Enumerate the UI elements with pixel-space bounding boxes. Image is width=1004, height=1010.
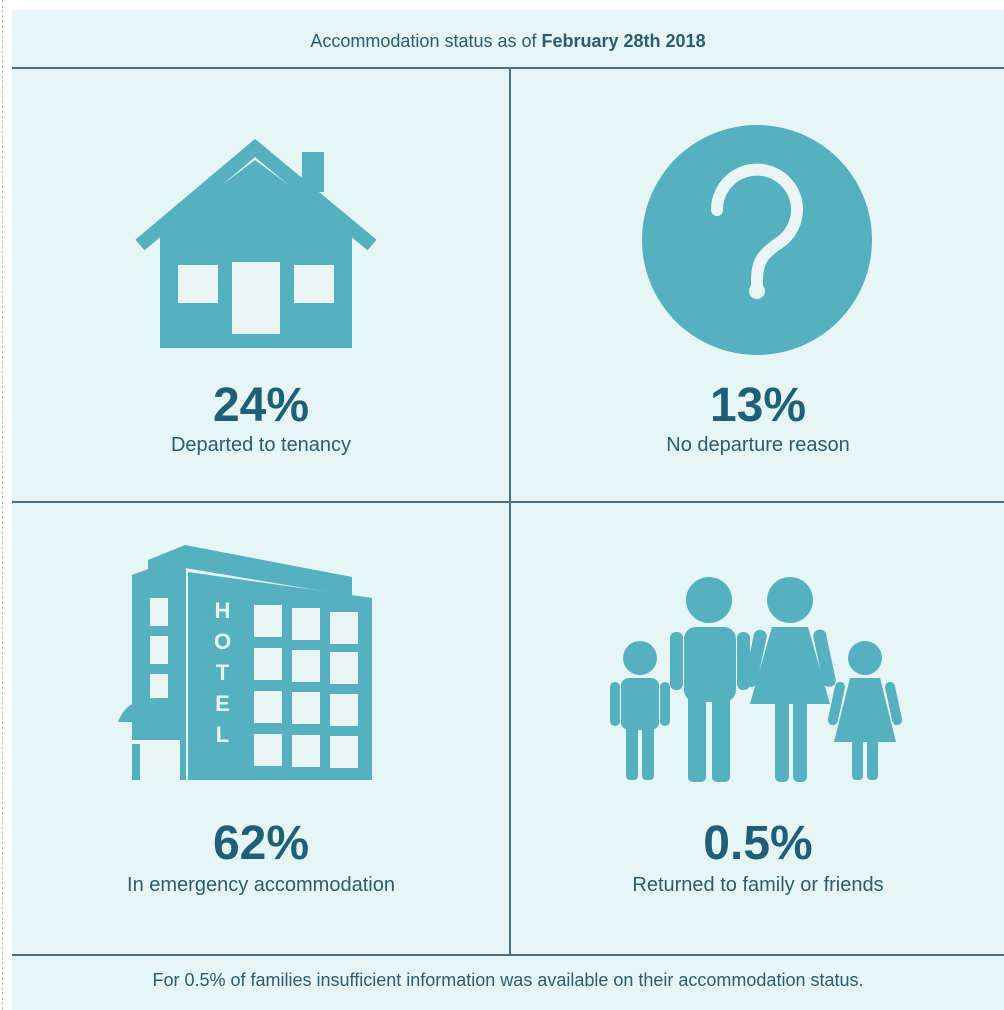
divider bbox=[12, 67, 1004, 69]
header-prefix: Accommodation status as of bbox=[310, 31, 537, 51]
dashed-border bbox=[2, 0, 3, 1010]
question-icon bbox=[642, 125, 872, 355]
family-icon bbox=[610, 577, 903, 782]
header-date: February 28th 2018 bbox=[541, 31, 706, 51]
label: No departure reason bbox=[666, 434, 850, 456]
percent: 13% bbox=[709, 379, 807, 432]
percent: 62% bbox=[212, 817, 310, 870]
divider bbox=[12, 501, 1004, 503]
label: In emergency accommodation bbox=[127, 874, 395, 896]
hotel-icon bbox=[118, 545, 372, 780]
label: Returned to family or friends bbox=[632, 874, 884, 896]
house-icon bbox=[135, 138, 377, 348]
percent: 24% bbox=[212, 379, 310, 432]
label: Departed to tenancy bbox=[170, 434, 352, 456]
footer: For 0.5% of families insufficient inform… bbox=[152, 970, 864, 990]
header: Accommodation status as of February 28th … bbox=[12, 10, 1004, 68]
divider bbox=[509, 68, 511, 955]
hotel-sign: HOTEL bbox=[210, 598, 235, 753]
divider bbox=[12, 954, 1004, 956]
percent: 0.5% bbox=[703, 817, 813, 870]
